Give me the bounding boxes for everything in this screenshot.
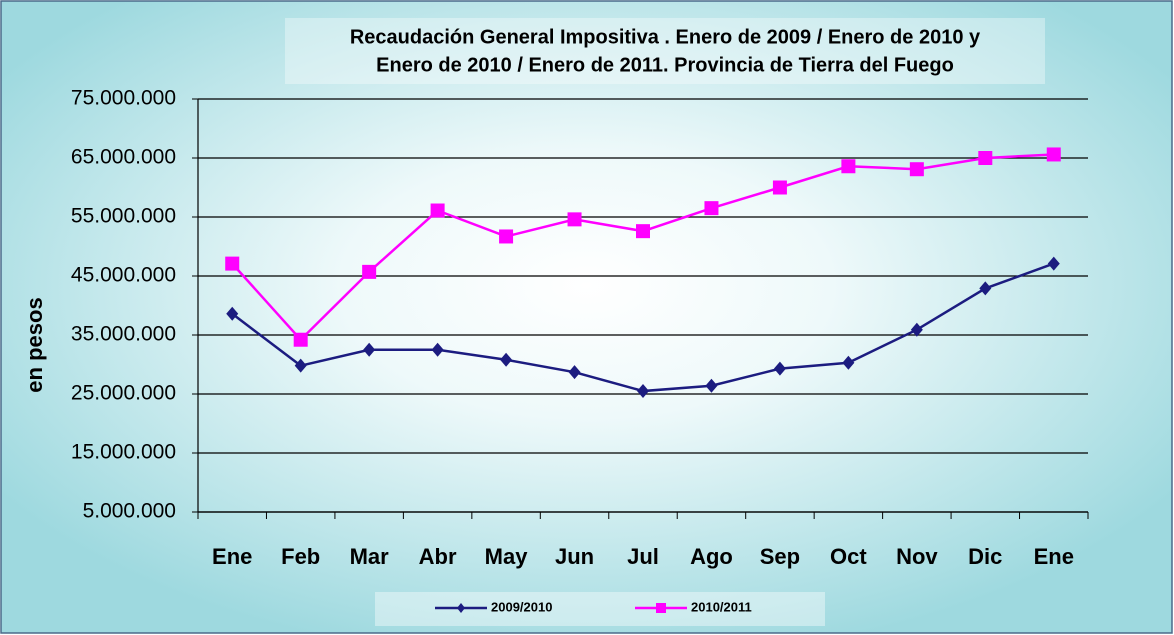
y-tick-label: 15.000.000 bbox=[71, 441, 176, 464]
data-point bbox=[704, 201, 719, 216]
x-tick-label: Ene bbox=[1034, 544, 1074, 569]
data-point bbox=[705, 378, 718, 393]
x-tick-label: Jun bbox=[555, 544, 594, 569]
y-tick-label: 25.000.000 bbox=[71, 382, 176, 405]
data-point bbox=[1047, 256, 1060, 271]
data-point bbox=[636, 224, 650, 239]
legend-marker bbox=[457, 603, 465, 613]
data-point bbox=[500, 352, 513, 367]
x-tick-label: May bbox=[485, 544, 529, 569]
x-tick-label: Feb bbox=[281, 544, 320, 569]
x-tick-label: Mar bbox=[350, 544, 390, 569]
y-tick-label: 55.000.000 bbox=[71, 205, 176, 228]
data-point bbox=[293, 332, 308, 347]
data-point bbox=[637, 384, 649, 399]
data-point bbox=[842, 355, 855, 370]
chart-title: Enero de 2010 / Enero de 2011. Provincia… bbox=[376, 54, 954, 76]
x-tick-label: Oct bbox=[830, 544, 867, 569]
x-tick-label: Dic bbox=[968, 544, 1002, 569]
legend-label: 2009/2010 bbox=[491, 599, 552, 614]
data-point bbox=[979, 281, 992, 296]
title-box bbox=[285, 18, 1045, 84]
data-point bbox=[567, 212, 582, 227]
data-point bbox=[362, 264, 377, 279]
y-tick-label: 35.000.000 bbox=[71, 323, 176, 346]
x-tick-label: Sep bbox=[760, 544, 800, 569]
y-axis-label: en pesos bbox=[22, 297, 47, 392]
data-point bbox=[909, 162, 924, 177]
data-point bbox=[294, 358, 307, 373]
legend-label: 2010/2011 bbox=[691, 599, 752, 614]
y-tick-label: 75.000.000 bbox=[71, 87, 176, 110]
data-point bbox=[773, 361, 786, 376]
x-tick-label: Nov bbox=[896, 544, 938, 569]
data-point bbox=[431, 342, 444, 357]
y-tick-label: 5.000.000 bbox=[83, 500, 176, 523]
data-point bbox=[978, 151, 993, 165]
y-tick-label: 45.000.000 bbox=[71, 264, 176, 287]
data-point bbox=[568, 365, 581, 380]
chart-title: Recaudación General Impositiva . Enero d… bbox=[350, 26, 981, 48]
x-tick-label: Jul bbox=[627, 544, 659, 569]
data-point bbox=[225, 256, 240, 271]
x-tick-label: Ago bbox=[690, 544, 733, 569]
x-tick-label: Ene bbox=[212, 544, 252, 569]
data-point bbox=[363, 342, 376, 357]
data-point bbox=[772, 180, 787, 195]
data-point bbox=[499, 229, 514, 244]
data-point bbox=[226, 306, 239, 321]
legend-marker bbox=[656, 603, 666, 613]
data-point bbox=[430, 203, 445, 218]
y-tick-label: 65.000.000 bbox=[71, 146, 176, 169]
x-tick-label: Abr bbox=[419, 544, 457, 569]
data-point bbox=[1046, 147, 1061, 162]
data-point bbox=[841, 159, 856, 174]
data-point bbox=[910, 322, 923, 337]
